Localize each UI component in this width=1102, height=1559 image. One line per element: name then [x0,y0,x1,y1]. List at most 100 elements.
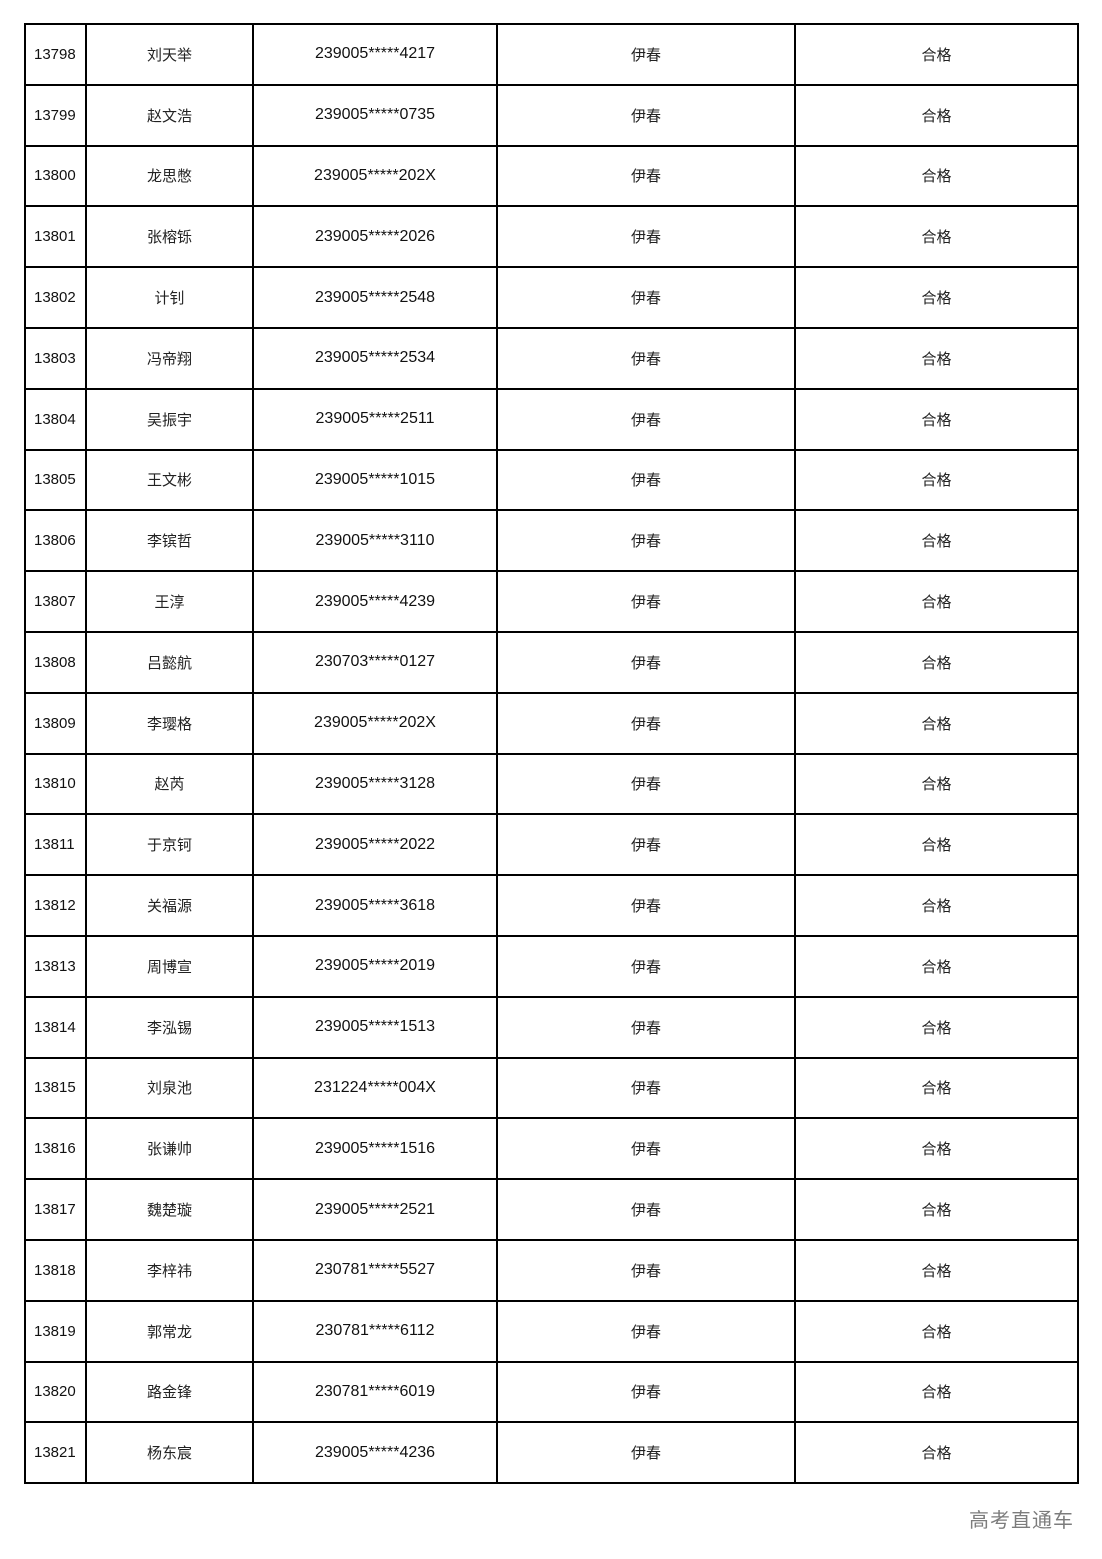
name-cell: 魏楚璇 [85,1178,254,1241]
result-cell: 合格 [794,691,1079,755]
id-number-cell: 239005*****1516 [252,1117,498,1181]
row-number-cell: 13806 [24,509,87,573]
table-row: 13798 刘天举 239005*****4217 伊春 合格 [24,23,1079,86]
results-table: 13798 刘天举 239005*****4217 伊春 合格 13799 赵文浩 23900… [24,23,1079,1485]
name-cell: 王文彬 [85,448,254,512]
row-number-cell: 13816 [24,1117,87,1181]
result-cell: 合格 [794,23,1079,86]
id-number-cell: 239005*****1015 [252,448,498,512]
name-cell: 郭常龙 [85,1299,254,1363]
row-number-cell: 13803 [24,326,87,390]
region-cell: 伊春 [496,23,796,86]
region-cell: 伊春 [496,326,796,390]
id-number-cell: 239005*****2548 [252,266,498,329]
result-cell: 合格 [794,1056,1079,1120]
region-cell: 伊春 [496,934,796,998]
name-cell: 周博宣 [85,934,254,998]
region-cell: 伊春 [496,266,796,329]
region-cell: 伊春 [496,144,796,208]
row-number-cell: 13800 [24,144,87,208]
result-cell: 合格 [794,387,1079,451]
id-number-cell: 239005*****4217 [252,23,498,86]
table-row: 13809 李璎格 239005*****202X 伊春 合格 [24,691,1079,755]
id-number-cell: 239005*****202X [252,691,498,755]
id-number-cell: 239005*****2019 [252,934,498,998]
name-cell: 李镔哲 [85,509,254,573]
table-row: 13813 周博宣 239005*****2019 伊春 合格 [24,934,1079,998]
region-cell: 伊春 [496,1360,796,1424]
result-cell: 合格 [794,83,1079,147]
region-cell: 伊春 [496,813,796,877]
row-number-cell: 13821 [24,1421,87,1485]
table-row: 13800 龙思憋 239005*****202X 伊春 合格 [24,144,1079,208]
id-number-cell: 230781*****6112 [252,1299,498,1363]
table-row: 13812 关福源 239005*****3618 伊春 合格 [24,874,1079,937]
region-cell: 伊春 [496,387,796,451]
row-number-cell: 13812 [24,874,87,937]
region-cell: 伊春 [496,570,796,633]
id-number-cell: 239005*****3618 [252,874,498,937]
table-row: 13802 计钊 239005*****2548 伊春 合格 [24,266,1079,329]
region-cell: 伊春 [496,752,796,816]
name-cell: 吕懿航 [85,630,254,694]
table-row: 13807 王淳 239005*****4239 伊春 合格 [24,570,1079,633]
region-cell: 伊春 [496,630,796,694]
result-cell: 合格 [794,1360,1079,1424]
result-cell: 合格 [794,995,1079,1059]
table-row: 13810 赵芮 239005*****3128 伊春 合格 [24,752,1079,816]
result-cell: 合格 [794,813,1079,877]
row-number-cell: 13815 [24,1056,87,1120]
region-cell: 伊春 [496,1117,796,1181]
result-cell: 合格 [794,266,1079,329]
table-row: 13821 杨东宸 239005*****4236 伊春 合格 [24,1421,1079,1485]
name-cell: 张榕铄 [85,205,254,269]
row-number-cell: 13809 [24,691,87,755]
id-number-cell: 239005*****0735 [252,83,498,147]
table-row: 13819 郭常龙 230781*****6112 伊春 合格 [24,1299,1079,1363]
table-row: 13811 于京钶 239005*****2022 伊春 合格 [24,813,1079,877]
region-cell: 伊春 [496,691,796,755]
result-cell: 合格 [794,205,1079,269]
table-row: 13805 王文彬 239005*****1015 伊春 合格 [24,448,1079,512]
row-number-cell: 13818 [24,1238,87,1302]
id-number-cell: 239005*****2026 [252,205,498,269]
id-number-cell: 239005*****1513 [252,995,498,1059]
id-number-cell: 230781*****6019 [252,1360,498,1424]
result-cell: 合格 [794,1238,1079,1302]
id-number-cell: 239005*****2511 [252,387,498,451]
table-row: 13803 冯帝翔 239005*****2534 伊春 合格 [24,326,1079,390]
result-cell: 合格 [794,630,1079,694]
name-cell: 杨东宸 [85,1421,254,1485]
result-cell: 合格 [794,1178,1079,1241]
name-cell: 刘天举 [85,23,254,86]
id-number-cell: 230781*****5527 [252,1238,498,1302]
result-cell: 合格 [794,934,1079,998]
name-cell: 计钊 [85,266,254,329]
id-number-cell: 239005*****2521 [252,1178,498,1241]
row-number-cell: 13811 [24,813,87,877]
region-cell: 伊春 [496,995,796,1059]
table-row: 13799 赵文浩 239005*****0735 伊春 合格 [24,83,1079,147]
region-cell: 伊春 [496,1421,796,1485]
region-cell: 伊春 [496,1178,796,1241]
name-cell: 冯帝翔 [85,326,254,390]
id-number-cell: 239005*****3110 [252,509,498,573]
result-cell: 合格 [794,326,1079,390]
name-cell: 李梓祎 [85,1238,254,1302]
name-cell: 赵文浩 [85,83,254,147]
result-cell: 合格 [794,448,1079,512]
result-cell: 合格 [794,1117,1079,1181]
name-cell: 赵芮 [85,752,254,816]
table-row: 13801 张榕铄 239005*****2026 伊春 合格 [24,205,1079,269]
region-cell: 伊春 [496,205,796,269]
row-number-cell: 13819 [24,1299,87,1363]
name-cell: 关福源 [85,874,254,937]
row-number-cell: 13814 [24,995,87,1059]
region-cell: 伊春 [496,509,796,573]
row-number-cell: 13820 [24,1360,87,1424]
id-number-cell: 239005*****4236 [252,1421,498,1485]
region-cell: 伊春 [496,874,796,937]
result-cell: 合格 [794,144,1079,208]
id-number-cell: 239005*****202X [252,144,498,208]
result-cell: 合格 [794,570,1079,633]
